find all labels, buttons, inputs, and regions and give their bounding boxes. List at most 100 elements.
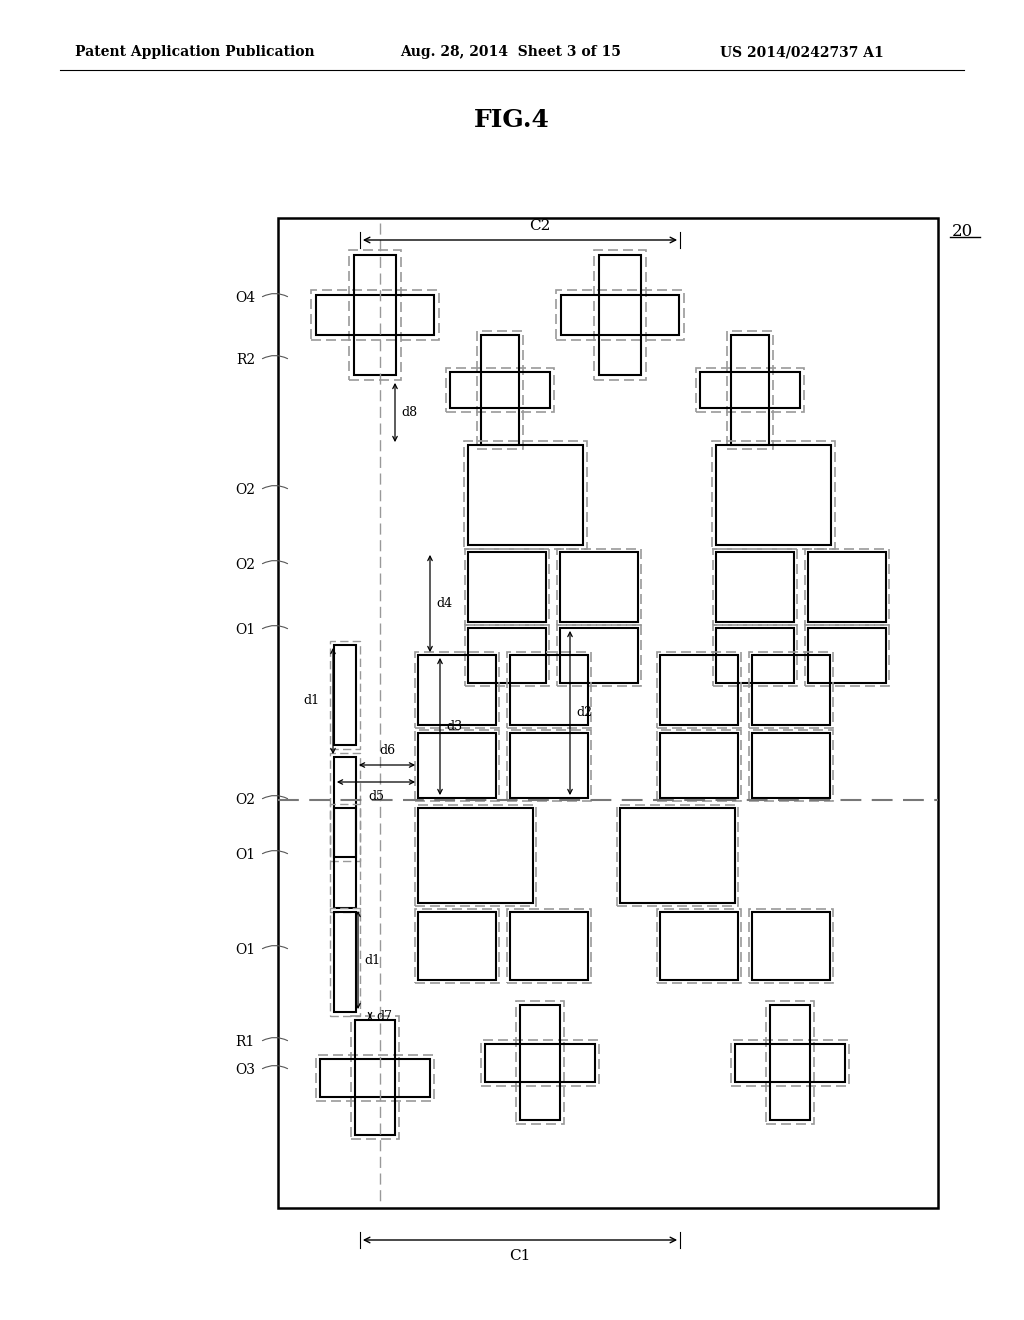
Text: O1: O1 [234,942,255,957]
Bar [557,624,641,686]
Bar [749,730,833,801]
Bar [617,805,738,906]
Text: d1: d1 [364,953,380,966]
Text: O3: O3 [234,1063,255,1077]
Bar [749,652,833,729]
Bar [657,730,741,801]
Bar [418,733,496,799]
Text: O2: O2 [234,558,255,572]
Bar [464,441,587,549]
Bar [481,335,519,445]
Bar [349,249,401,380]
Bar [560,552,638,622]
Bar [418,655,496,725]
Bar [468,628,546,682]
Bar [351,1016,399,1139]
Bar [334,645,356,744]
Text: R1: R1 [236,1035,255,1049]
Bar [700,372,800,408]
Bar [735,1044,845,1081]
Bar [752,912,830,979]
Bar [468,445,583,545]
Bar [657,909,741,983]
Bar [415,730,499,801]
Bar [713,624,797,686]
Bar [330,804,360,912]
Bar [485,1044,595,1081]
Bar [415,652,499,729]
Bar [354,255,396,375]
Bar [316,294,434,335]
Text: d4: d4 [436,597,453,610]
Bar [316,1055,434,1101]
Bar [334,912,356,1012]
Bar [594,249,646,380]
Bar [557,549,641,624]
Text: FIG.4: FIG.4 [474,108,550,132]
Bar [415,909,499,983]
Bar [731,1040,849,1085]
Text: 20: 20 [952,223,973,239]
Bar [752,733,830,799]
Bar [418,912,496,979]
Bar [319,1059,430,1097]
Bar [808,628,886,682]
Bar [477,331,523,449]
Bar [805,549,889,624]
Bar [278,218,938,1208]
Text: O4: O4 [234,290,255,305]
Text: C2: C2 [529,219,551,234]
Bar [355,1020,395,1135]
Bar [311,290,439,341]
Bar [516,1001,564,1125]
Bar [716,628,794,682]
Text: Aug. 28, 2014  Sheet 3 of 15: Aug. 28, 2014 Sheet 3 of 15 [400,45,621,59]
Text: O2: O2 [234,483,255,498]
Bar [805,624,889,686]
Bar [507,909,591,983]
Text: d6: d6 [379,744,395,758]
Bar [330,908,360,1016]
Bar [770,1005,810,1119]
Bar [418,808,534,903]
Bar [713,549,797,624]
Bar [731,335,769,445]
Bar [507,730,591,801]
Bar [556,290,684,341]
Bar [716,445,831,545]
Bar [752,655,830,725]
Bar [660,912,738,979]
Text: d8: d8 [401,407,417,418]
Text: d5: d5 [368,789,384,803]
Bar [599,255,641,375]
Bar [749,909,833,983]
Text: Patent Application Publication: Patent Application Publication [75,45,314,59]
Bar [510,733,588,799]
Bar [716,552,794,622]
Bar [560,628,638,682]
Bar [510,912,588,979]
Bar [620,808,735,903]
Bar [520,1005,560,1119]
Bar [510,655,588,725]
Bar [766,1001,814,1125]
Bar [446,368,554,412]
Text: R2: R2 [236,352,255,367]
Bar [712,441,835,549]
Bar [727,331,773,449]
Bar [465,624,549,686]
Text: d1: d1 [303,694,319,708]
Bar [330,752,360,861]
Bar [696,368,804,412]
Text: C1: C1 [509,1249,530,1263]
Bar [481,1040,599,1085]
Text: d2: d2 [575,706,592,719]
Bar [334,756,356,857]
Text: O1: O1 [234,847,255,862]
Bar [468,552,546,622]
Bar [561,294,679,335]
Bar [330,642,360,748]
Bar [415,805,536,906]
Text: US 2014/0242737 A1: US 2014/0242737 A1 [720,45,884,59]
Bar [507,652,591,729]
